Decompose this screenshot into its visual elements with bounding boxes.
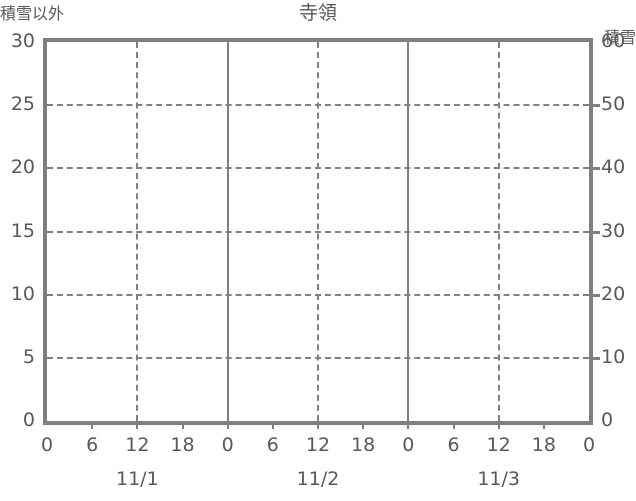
x-axis-day-label: 11/1	[115, 468, 159, 490]
x-axis-tick-label: 18	[351, 434, 376, 456]
x-axis-tick-mark	[226, 421, 229, 429]
x-axis-tick-mark	[407, 421, 410, 429]
vertical-gridline-midday	[317, 42, 319, 421]
x-axis-day-label: 11/3	[477, 468, 520, 490]
right-axis-label: 積雪	[603, 28, 636, 47]
x-axis-tick-label: 6	[447, 434, 460, 456]
x-axis-tick-label: 0	[402, 434, 415, 456]
x-axis-tick-mark	[136, 421, 139, 429]
vertical-gridline-midday	[136, 42, 139, 421]
x-axis-tick-label: 12	[486, 434, 511, 456]
x-axis-tick-mark	[452, 421, 455, 429]
x-axis-tick-label: 0	[582, 434, 596, 456]
x-axis-tick-label: 6	[266, 434, 279, 456]
x-axis-tick-label: 6	[86, 434, 99, 456]
x-axis-tick-mark	[542, 421, 545, 429]
vertical-gridline-day-boundary	[226, 42, 229, 421]
right-axis-tick-mark	[593, 167, 600, 171]
x-axis-tick-label: 12	[125, 434, 150, 456]
right-axis-tick-mark	[593, 293, 600, 297]
right-axis-tick-mark	[593, 230, 600, 234]
vertical-gridline-day-boundary	[407, 42, 410, 421]
x-axis-tick-label: 0	[40, 434, 54, 456]
x-axis-day-label: 11/2	[296, 468, 340, 490]
vertical-gridline-midday	[497, 42, 500, 421]
plot-inner	[47, 42, 589, 421]
plot-area	[43, 38, 593, 425]
x-axis-tick-mark	[362, 421, 365, 429]
x-axis-tick-mark	[181, 421, 184, 429]
x-axis-tick-mark	[91, 421, 94, 429]
x-axis-tick-label: 12	[305, 434, 331, 456]
right-axis-tick-mark	[593, 356, 600, 360]
x-axis-tick-mark	[317, 421, 319, 429]
x-axis-tick-label: 18	[531, 434, 556, 456]
chart-title: 寺領	[298, 2, 337, 24]
x-axis-tick-label: 18	[170, 434, 195, 456]
x-axis-tick-mark	[271, 421, 274, 429]
x-axis-tick-label: 0	[221, 434, 234, 456]
left-axis-label: 積雪以外	[0, 4, 65, 23]
x-axis-tick-mark	[497, 421, 500, 429]
right-axis-tick-mark	[593, 104, 600, 108]
